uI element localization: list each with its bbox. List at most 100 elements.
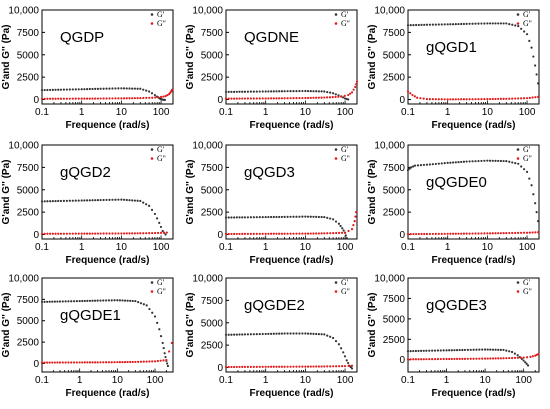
data-point [301,365,304,368]
data-point [320,90,323,93]
data-point [255,232,258,235]
data-point [258,365,261,368]
data-point [304,96,307,100]
data-point [134,360,137,364]
data-point [486,357,489,360]
data-point [491,357,495,360]
data-point [159,231,163,235]
y-tick-label: 2500 [201,341,224,352]
data-point [443,98,446,101]
data-point [483,98,486,101]
data-point [252,90,255,93]
data-point [166,94,169,97]
data-point [502,348,505,352]
data-point [159,225,163,229]
data-point [126,299,129,302]
data-point [465,232,468,235]
data-point [326,216,329,219]
data-point [329,335,332,338]
data-point [417,23,420,27]
data-point [261,216,264,219]
y-tick-label: 7500 [17,163,40,174]
x-tick-label: 10 [300,375,312,386]
data-point [102,97,105,100]
data-point [171,88,174,91]
data-point [61,361,64,364]
data-point [522,359,525,362]
data-point [454,23,457,26]
legend-marker [516,157,520,160]
data-point [289,215,292,218]
data-point [451,161,455,164]
data-point [159,359,162,362]
legend-label: G'' [157,154,166,163]
data-point [317,96,320,99]
data-point [283,90,286,93]
data-point [275,232,278,235]
data-point [280,365,284,368]
data-point [439,357,442,361]
data-point [433,349,437,352]
data-point [315,365,318,368]
data-point [56,361,59,364]
data-point [409,24,412,27]
data-point [94,87,97,91]
data-point [343,355,347,358]
x-tick-label: 10 [482,107,494,118]
data-point [460,232,463,235]
data-point [525,97,529,100]
data-point [233,97,236,100]
data-point [451,23,455,26]
data-point [241,97,244,100]
data-point [145,89,148,92]
data-point [499,159,502,163]
data-point [420,232,423,236]
data-point [337,343,341,346]
x-tick-label: 1 [263,375,269,386]
data-point [335,231,338,235]
data-point [121,360,124,364]
data-point [488,232,492,235]
data-point [62,88,65,91]
data-point [48,300,51,303]
data-point [471,160,474,163]
legend-label: G' [523,145,531,154]
data-point [238,365,241,369]
data-point [337,95,340,98]
data-point [347,229,350,233]
y-tick-label: 7500 [383,163,406,174]
data-point [519,356,522,359]
data-point [532,193,535,196]
data-point [328,96,332,99]
data-point [67,300,70,303]
data-point [142,303,145,306]
x-tick-label: 0.1 [401,242,415,253]
data-point [59,232,63,235]
series-g-double-prime [40,231,168,235]
legend-label: G'' [523,19,532,28]
data-point [162,359,165,362]
data-point [463,348,467,352]
legend-marker [150,281,154,284]
data-point [68,232,71,235]
legend-label: G' [341,145,349,154]
data-point [85,232,89,235]
data-point [275,90,278,93]
data-point [224,216,228,219]
data-point [133,87,136,90]
data-point [434,98,437,101]
data-point [431,163,434,166]
x-tick-label: 0.1 [401,375,415,386]
y-tick-label: 10,000 [192,141,223,152]
y-tick-label: 7500 [201,163,224,174]
data-point [88,97,91,100]
data-point [142,96,145,100]
x-axis-label: Frequence (rad/s) [66,255,150,266]
legend-marker [334,13,338,16]
data-point [534,231,537,234]
data-point [264,90,267,93]
data-point [114,97,117,100]
data-point [478,348,481,351]
